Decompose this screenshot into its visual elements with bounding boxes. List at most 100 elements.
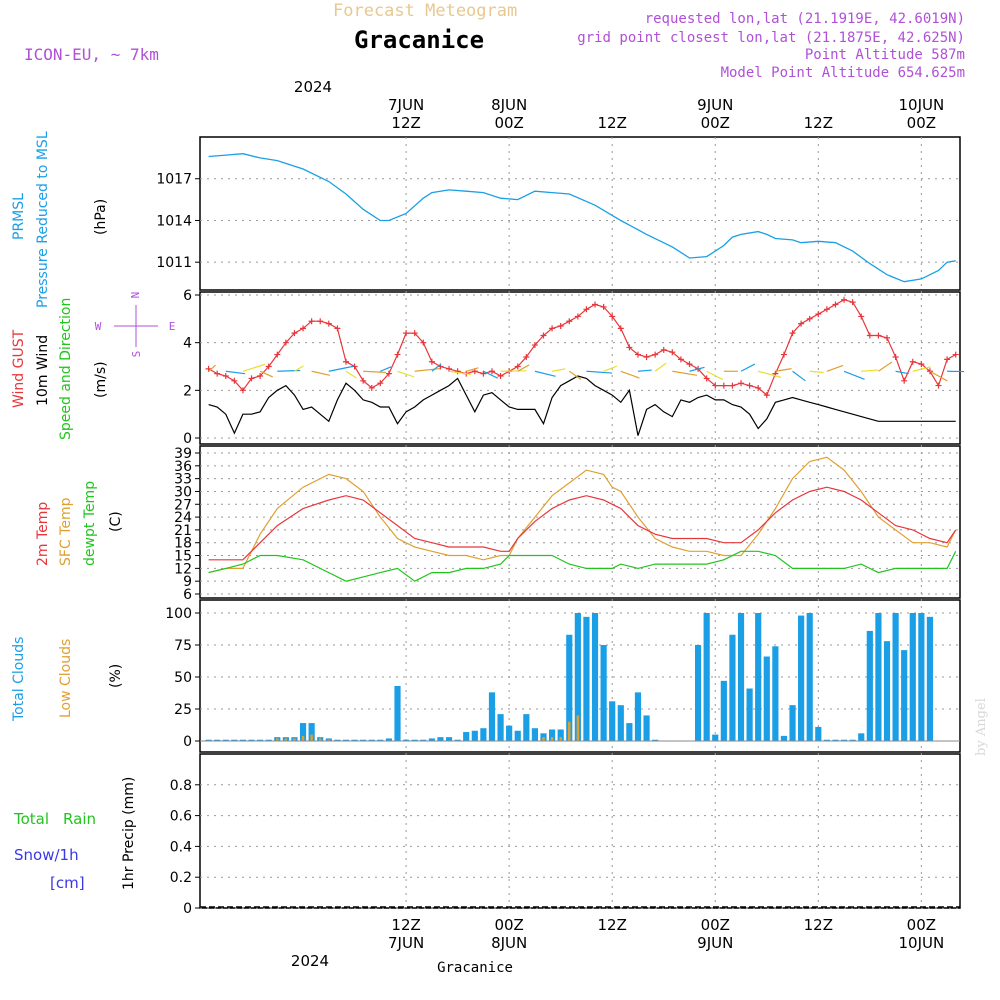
gust-point <box>901 377 908 384</box>
gust-point <box>669 349 676 356</box>
gust-point <box>257 373 264 380</box>
ms-unit-label: (m/s) <box>93 361 109 398</box>
total-cloud-bar <box>652 739 659 741</box>
wind-gust-label: Wind GUST <box>11 329 27 408</box>
wind-direction-arrow <box>775 368 792 372</box>
total-cloud-bar <box>557 729 564 741</box>
total-cloud-bar <box>342 739 350 741</box>
wind-direction-arrow <box>363 370 387 374</box>
total-cloud-bar <box>591 613 599 741</box>
panel-frame-1 <box>199 291 961 445</box>
gust-point <box>265 363 272 370</box>
gust-point <box>514 363 521 370</box>
panels <box>199 136 961 909</box>
top-tick-hour: 12Z <box>598 114 627 132</box>
wind-direction-arrow <box>929 370 948 382</box>
total-cloud-bar <box>918 613 925 741</box>
prmsl-label: PRMSL <box>11 193 27 240</box>
y-tick-label: 9 <box>183 574 192 590</box>
dewpt-label: dewpt Temp <box>82 481 98 566</box>
total-cloud-bar <box>737 613 745 741</box>
wind-direction-arrow <box>620 370 640 379</box>
total-cloud-bar <box>609 701 616 741</box>
wind-direction-arrow <box>809 370 824 374</box>
panel-frame-3 <box>199 599 961 753</box>
total-cloud-bar <box>377 739 384 741</box>
gust-point <box>403 330 410 337</box>
y-tick-label: 21 <box>174 523 192 539</box>
low-cloud-bar <box>550 737 554 741</box>
total-cloud-bar <box>214 739 221 741</box>
rose-west: W <box>95 320 102 333</box>
bottom-tick-hour: 00Z <box>907 916 936 934</box>
wind-direction-arrow <box>534 370 556 377</box>
top-tick-hour: 00Z <box>701 114 730 132</box>
low-cloud-bar <box>301 735 305 741</box>
gust-point <box>884 334 891 341</box>
low-cloud-bar <box>327 739 331 741</box>
prmsl-line <box>208 153 956 283</box>
wind-direction-arrow <box>483 370 499 379</box>
total-cloud-bar <box>308 723 315 741</box>
gust-point <box>798 320 805 327</box>
wind-direction-arrow <box>740 363 756 372</box>
top-tick-date: 10JUN <box>898 96 944 114</box>
total-cloud-bar <box>806 613 813 741</box>
total-cloud-bar <box>299 723 307 741</box>
wind-direction-arrow <box>912 366 931 372</box>
y-tick-label: 0.2 <box>170 870 192 886</box>
y-tick-label: 30 <box>174 484 192 500</box>
t2m-label: 2m Temp <box>35 502 51 566</box>
y-tick-label: 50 <box>174 670 192 686</box>
wind-direction-arrow <box>895 370 909 375</box>
gust-point <box>909 358 916 365</box>
gust-point <box>557 322 564 329</box>
total-cloud-bar <box>712 734 719 741</box>
gust-point <box>643 353 650 360</box>
hpa-unit-label: (hPa) <box>93 199 109 235</box>
grid-lines <box>195 137 960 909</box>
total-cloud-bar <box>368 739 375 741</box>
gust-point <box>291 330 298 337</box>
total-cloud-bar <box>222 739 229 741</box>
total-cloud-bar <box>480 728 487 741</box>
wind-direction-arrow <box>826 364 844 372</box>
low-cloud-bar <box>568 721 571 741</box>
total-cloud-bar <box>531 728 539 741</box>
low-cloud-bar <box>542 737 545 741</box>
total-cloud-bar <box>600 645 607 741</box>
total-cloud-bar <box>248 739 255 741</box>
wind-direction-arrow <box>706 370 723 381</box>
gust-point <box>729 382 736 389</box>
low-clouds-label: Low Clouds <box>58 639 74 718</box>
gust-point <box>420 339 427 346</box>
total-cloud-bar <box>548 729 556 741</box>
gust-point <box>832 301 839 308</box>
gust-point <box>720 382 727 389</box>
grid-point: grid point closest lon,lat (21.1875E, 42… <box>577 30 965 46</box>
gust-point <box>686 361 693 368</box>
total-clouds-label: Total Clouds <box>11 637 27 722</box>
sfc-temp-label: SFC Temp <box>58 497 74 566</box>
total-cloud-bar <box>780 735 788 741</box>
total-cloud-bar <box>892 613 899 741</box>
total-cloud-bar <box>720 680 727 741</box>
gust-point <box>454 368 461 375</box>
bottom-tick-hour: 12Z <box>598 916 627 934</box>
rose-south: S <box>130 351 143 358</box>
total-cloud-bar <box>763 656 770 741</box>
y-tick-label: 100 <box>165 606 192 622</box>
y-tick-label: 0 <box>183 734 192 750</box>
y-tick-labels: 1011101410170246691215182124273033363902… <box>156 172 192 917</box>
total-cloud-bar <box>755 613 762 741</box>
total-cloud-bar <box>205 739 212 741</box>
y-tick-label: 27 <box>174 497 192 513</box>
bottom-tick-hour: 00Z <box>494 916 523 934</box>
gust-point <box>592 301 599 308</box>
total-cloud-bar <box>746 688 753 741</box>
wind-direction-arrow <box>466 367 479 372</box>
gust-point <box>712 382 719 389</box>
gust-point <box>360 377 367 384</box>
bottom-tick-hour: 12Z <box>804 916 833 934</box>
